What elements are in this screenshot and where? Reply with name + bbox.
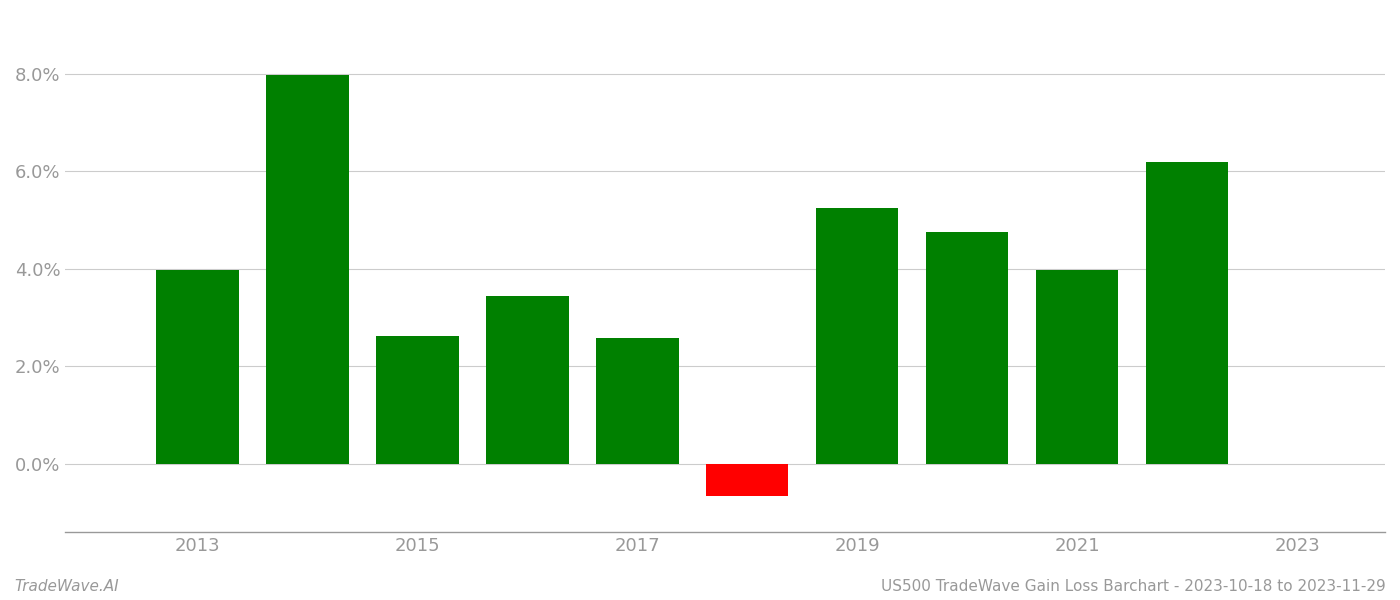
Bar — [157, 270, 238, 464]
Bar — [486, 296, 568, 464]
Bar — [596, 338, 679, 464]
Bar — [925, 232, 1008, 464]
Bar — [377, 336, 459, 464]
Bar — [1036, 270, 1119, 464]
Bar — [706, 464, 788, 496]
Bar — [816, 208, 899, 464]
Text: TradeWave.AI: TradeWave.AI — [14, 579, 119, 594]
Bar — [266, 75, 349, 464]
Bar — [1145, 163, 1228, 464]
Text: US500 TradeWave Gain Loss Barchart - 2023-10-18 to 2023-11-29: US500 TradeWave Gain Loss Barchart - 202… — [881, 579, 1386, 594]
